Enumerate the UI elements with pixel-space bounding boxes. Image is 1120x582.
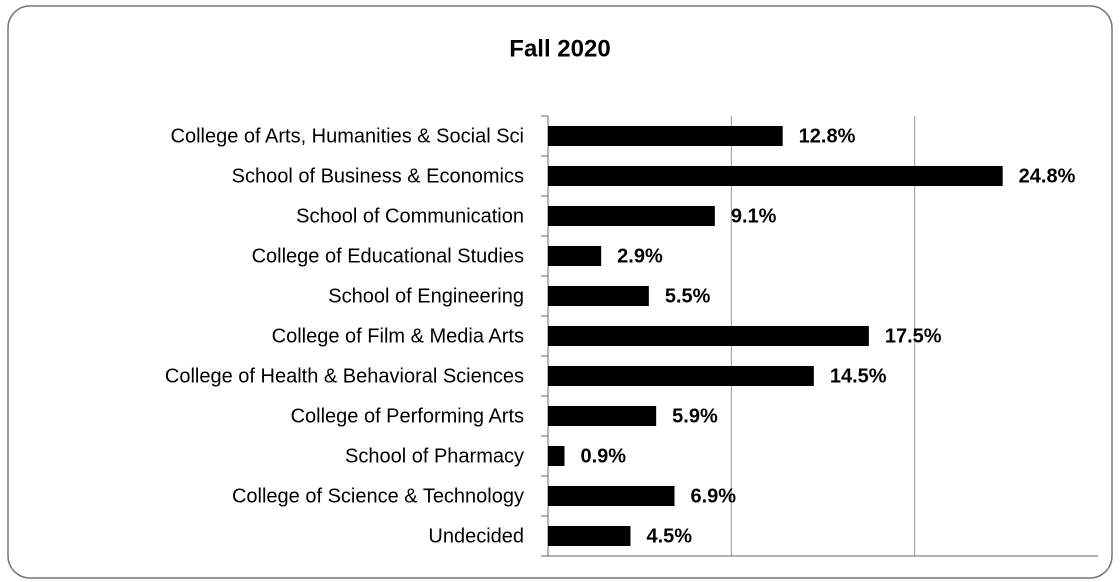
- value-label: 6.9%: [691, 485, 737, 507]
- category-label: College of Arts, Humanities & Social Sci: [171, 125, 525, 147]
- value-label: 12.8%: [799, 125, 856, 147]
- bar: [548, 246, 602, 266]
- bar: [548, 526, 631, 546]
- value-label: 4.5%: [647, 525, 693, 547]
- bar: [548, 126, 783, 146]
- value-label: 14.5%: [830, 365, 887, 387]
- chart-title: Fall 2020: [509, 35, 610, 62]
- bar: [548, 406, 657, 426]
- category-label: College of Science & Technology: [232, 485, 524, 507]
- category-label: School of Business & Economics: [232, 165, 524, 187]
- bar: [548, 286, 649, 306]
- category-label: College of Film & Media Arts: [272, 325, 524, 347]
- category-label: Undecided: [428, 525, 524, 547]
- bar: [548, 366, 814, 386]
- bar: [548, 206, 715, 226]
- bar: [548, 166, 1003, 186]
- value-label: 5.5%: [665, 285, 711, 307]
- bar: [548, 326, 869, 346]
- category-label: School of Communication: [296, 205, 524, 227]
- category-label: College of Health & Behavioral Sciences: [165, 365, 524, 387]
- value-label: 2.9%: [617, 245, 663, 267]
- value-label: 5.9%: [672, 405, 718, 427]
- category-label: College of Performing Arts: [291, 405, 524, 427]
- category-label: School of Engineering: [328, 285, 524, 307]
- bar: [548, 446, 565, 466]
- category-label: College of Educational Studies: [252, 245, 524, 267]
- value-label: 0.9%: [581, 445, 627, 467]
- value-label: 9.1%: [731, 205, 777, 227]
- value-label: 17.5%: [885, 325, 942, 347]
- bar: [548, 486, 675, 506]
- value-label: 24.8%: [1019, 165, 1076, 187]
- category-label: School of Pharmacy: [345, 445, 524, 467]
